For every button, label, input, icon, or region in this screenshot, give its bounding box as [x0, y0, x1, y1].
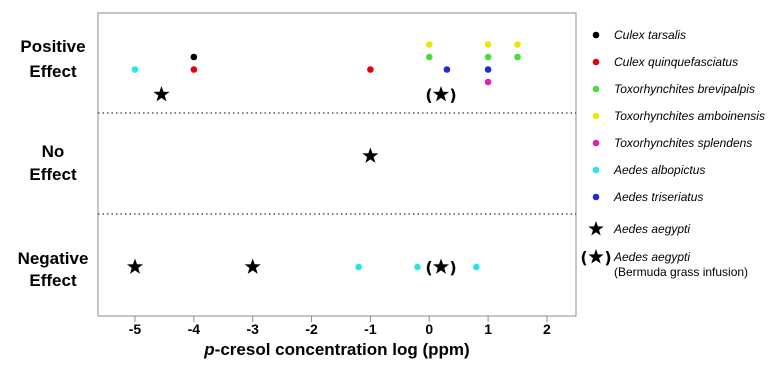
paren-open-glyph: (	[425, 86, 432, 105]
x-tick-label: -4	[188, 321, 201, 337]
x-axis-label: p-cresol concentration log (ppm)	[203, 340, 469, 359]
row-label-positive-line-0: Positive	[20, 37, 85, 56]
x-tick-label: 2	[543, 321, 551, 337]
paren-star-point-series-8	[432, 86, 450, 102]
star-point-series-7	[244, 258, 261, 274]
legend-label: Toxorhynchites brevipalpis	[614, 82, 755, 96]
legend-marker-dot	[592, 31, 600, 39]
legend-paren-close: )	[604, 248, 611, 267]
data-point-series-3	[425, 41, 433, 48]
x-tick-label: 0	[425, 321, 433, 337]
paren-open-glyph: (	[425, 258, 432, 277]
data-point-series-5	[131, 66, 139, 73]
legend-marker-paren-star	[588, 249, 604, 264]
star-point-series-7	[362, 147, 379, 163]
row-label-negative-line-0: Negative	[18, 249, 89, 268]
x-axis-label-rest: -cresol concentration log (ppm)	[215, 340, 470, 359]
legend-label: Aedes albopictus	[613, 163, 705, 177]
x-axis-label-italic: p	[203, 340, 214, 359]
data-point-series-0	[190, 53, 198, 61]
data-point-series-2	[425, 53, 433, 61]
legend-label: Toxorhynchites amboinensis	[614, 109, 765, 123]
data-point-series-2	[514, 53, 521, 61]
data-point-series-5	[414, 263, 421, 271]
legend-marker-dot	[592, 193, 600, 201]
data-point-series-3	[484, 41, 492, 48]
legend-marker-dot	[592, 58, 600, 66]
x-axis: -5 -4 -3 -2 -1 0 1 2	[129, 316, 551, 337]
row-label-positive-line-1: Effect	[29, 62, 77, 81]
legend-marker-dot	[592, 166, 600, 174]
legend-label: Culex quinquefasciatus	[614, 55, 738, 69]
x-tick-label: 1	[484, 321, 492, 337]
row-label-none-line-1: Effect	[29, 165, 77, 184]
data-point-series-1	[367, 66, 374, 73]
data-point-series-6	[443, 66, 451, 73]
star-point-series-7	[126, 258, 144, 274]
plot-frame	[97, 12, 577, 317]
legend-marker-dot	[592, 85, 600, 93]
legend-sublabel: (Bermuda grass infusion)	[614, 265, 748, 279]
legend-label: Toxorhynchites splendens	[614, 136, 752, 150]
data-point-series-5	[473, 263, 480, 271]
data-point-series-6	[484, 66, 492, 73]
paren-star-point-series-8	[432, 258, 450, 274]
data-point-series-1	[190, 66, 198, 73]
data-point-series-3	[514, 41, 521, 48]
row-label-none-line-0: No	[42, 142, 65, 161]
data-point-series-4	[484, 78, 492, 86]
legend-marker-dot	[592, 139, 600, 147]
legend-marker-dot	[592, 112, 600, 120]
data-point-series-5	[355, 263, 362, 271]
row-label-negative-line-1: Effect	[29, 271, 77, 290]
star-point-series-7	[153, 86, 170, 102]
x-tick-label: -1	[364, 321, 377, 337]
x-tick-label: -5	[129, 321, 142, 337]
legend-label: Culex tarsalis	[614, 28, 686, 42]
legend-marker-star	[588, 221, 604, 236]
x-tick-label: -2	[305, 321, 318, 337]
data-marks: () ()	[126, 41, 521, 277]
row-labels: Positive Effect No Effect Negative Effect	[18, 37, 89, 290]
paren-close-glyph: )	[449, 258, 456, 277]
legend-paren-open: (	[580, 248, 587, 267]
legend-label: Aedes aegypti	[613, 222, 690, 236]
paren-close-glyph: )	[449, 86, 456, 105]
data-point-series-2	[484, 53, 492, 61]
legend-label: Aedes triseriatus	[613, 190, 703, 204]
legend-label: Aedes aegypti	[613, 250, 690, 264]
row-separators	[98, 112, 576, 215]
legend: Culex tarsalis Culex quinquefasciatus Toxo…	[580, 28, 765, 279]
x-tick-label: -3	[246, 321, 259, 337]
